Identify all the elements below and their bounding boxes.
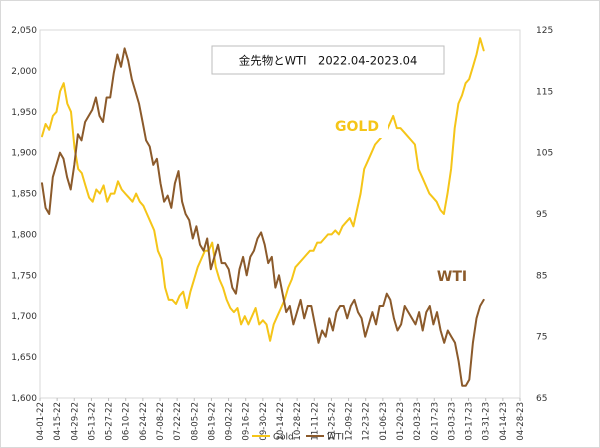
left-tick-label: 2,050 [11,26,37,36]
x-tick-label: 11-25-22 [327,402,337,441]
left-tick-label: 2,000 [11,67,37,77]
x-tick-label: 12-23-22 [362,402,372,441]
x-tick-label: 10-28-22 [293,402,303,441]
x-tick-label: 04-01-22 [36,402,46,441]
x-tick-label: 08-19-22 [207,402,217,441]
x-tick-label: 07-08-22 [156,402,166,441]
left-tick-label: 1,700 [11,312,37,322]
legend-wti-label: WTI [327,433,344,443]
right-tick-label: 95 [536,210,547,220]
x-tick-label: 01-20-23 [396,402,406,441]
right-tick-label: 115 [536,87,553,97]
x-tick-label: 06-24-22 [139,402,149,441]
left-tick-label: 1,950 [11,108,37,118]
wti-series-line [41,47,485,387]
x-tick-label: 08-05-22 [190,402,200,441]
x-tick-label: 03-03-23 [447,402,457,441]
x-tick-label: 02-17-23 [430,402,440,441]
wti-label-box [425,262,479,288]
right-tick-label: 125 [536,26,553,36]
x-tick-label: 04-28-23 [516,402,526,441]
gold-label: GOLD [335,119,379,135]
x-tick-label: 03-17-23 [465,402,475,441]
x-tick-label: 03-31-23 [482,402,492,441]
right-tick-label: 85 [536,271,547,281]
x-tick-label: 05-27-22 [105,402,115,441]
x-tick-label: 09-30-22 [259,402,269,441]
x-tick-label: 02-03-23 [413,402,423,441]
legend-gold-label: Gold [273,433,294,443]
chart-title: 金先物とWTI 2022.04-2023.04 [239,54,418,68]
left-tick-label: 1,850 [11,190,37,200]
x-tick-label: 04-29-22 [70,402,80,441]
title-box [211,45,445,75]
left-tick-label: 1,750 [11,271,37,281]
x-tick-label: 11-11-22 [310,402,320,441]
right-axis: 65 75 85 95 105 115 125 [536,26,553,404]
left-tick-label: 1,900 [11,149,37,159]
x-tick-label: 06-10-22 [122,402,132,441]
x-tick-label: 09-16-22 [242,402,252,441]
legend: Gold WTI [252,433,344,443]
left-tick-label: 1,600 [11,394,37,404]
right-tick-label: 75 [536,333,547,343]
left-tick-label: 1,650 [11,353,37,363]
gold-series-line [41,37,485,342]
x-tick-label: 07-22-22 [173,402,183,441]
x-tick-label: 05-13-22 [87,402,97,441]
right-tick-label: 105 [536,149,553,159]
plot-area [39,29,521,399]
x-tick-label: 09-02-22 [225,402,235,441]
x-tick-label: 04-14-23 [499,402,509,441]
left-axis: 1,600 1,650 1,700 1,750 1,800 1,850 1,900 1,950… [11,26,37,404]
x-tick-label: 01-06-23 [379,402,389,441]
x-axis: 04-01-22 04-15-22 04-29-22 05-13-22 05-27-22… [36,398,526,441]
gold-label-box [326,112,388,138]
left-tick-label: 1,800 [11,230,37,240]
x-tick-label: 12-09-22 [345,402,355,441]
right-tick-label: 65 [536,394,547,404]
x-tick-label: 10-14-22 [276,402,286,441]
x-tick-label: 04-15-22 [53,402,63,441]
series-layer [41,37,485,387]
wti-label: WTI [437,269,467,285]
